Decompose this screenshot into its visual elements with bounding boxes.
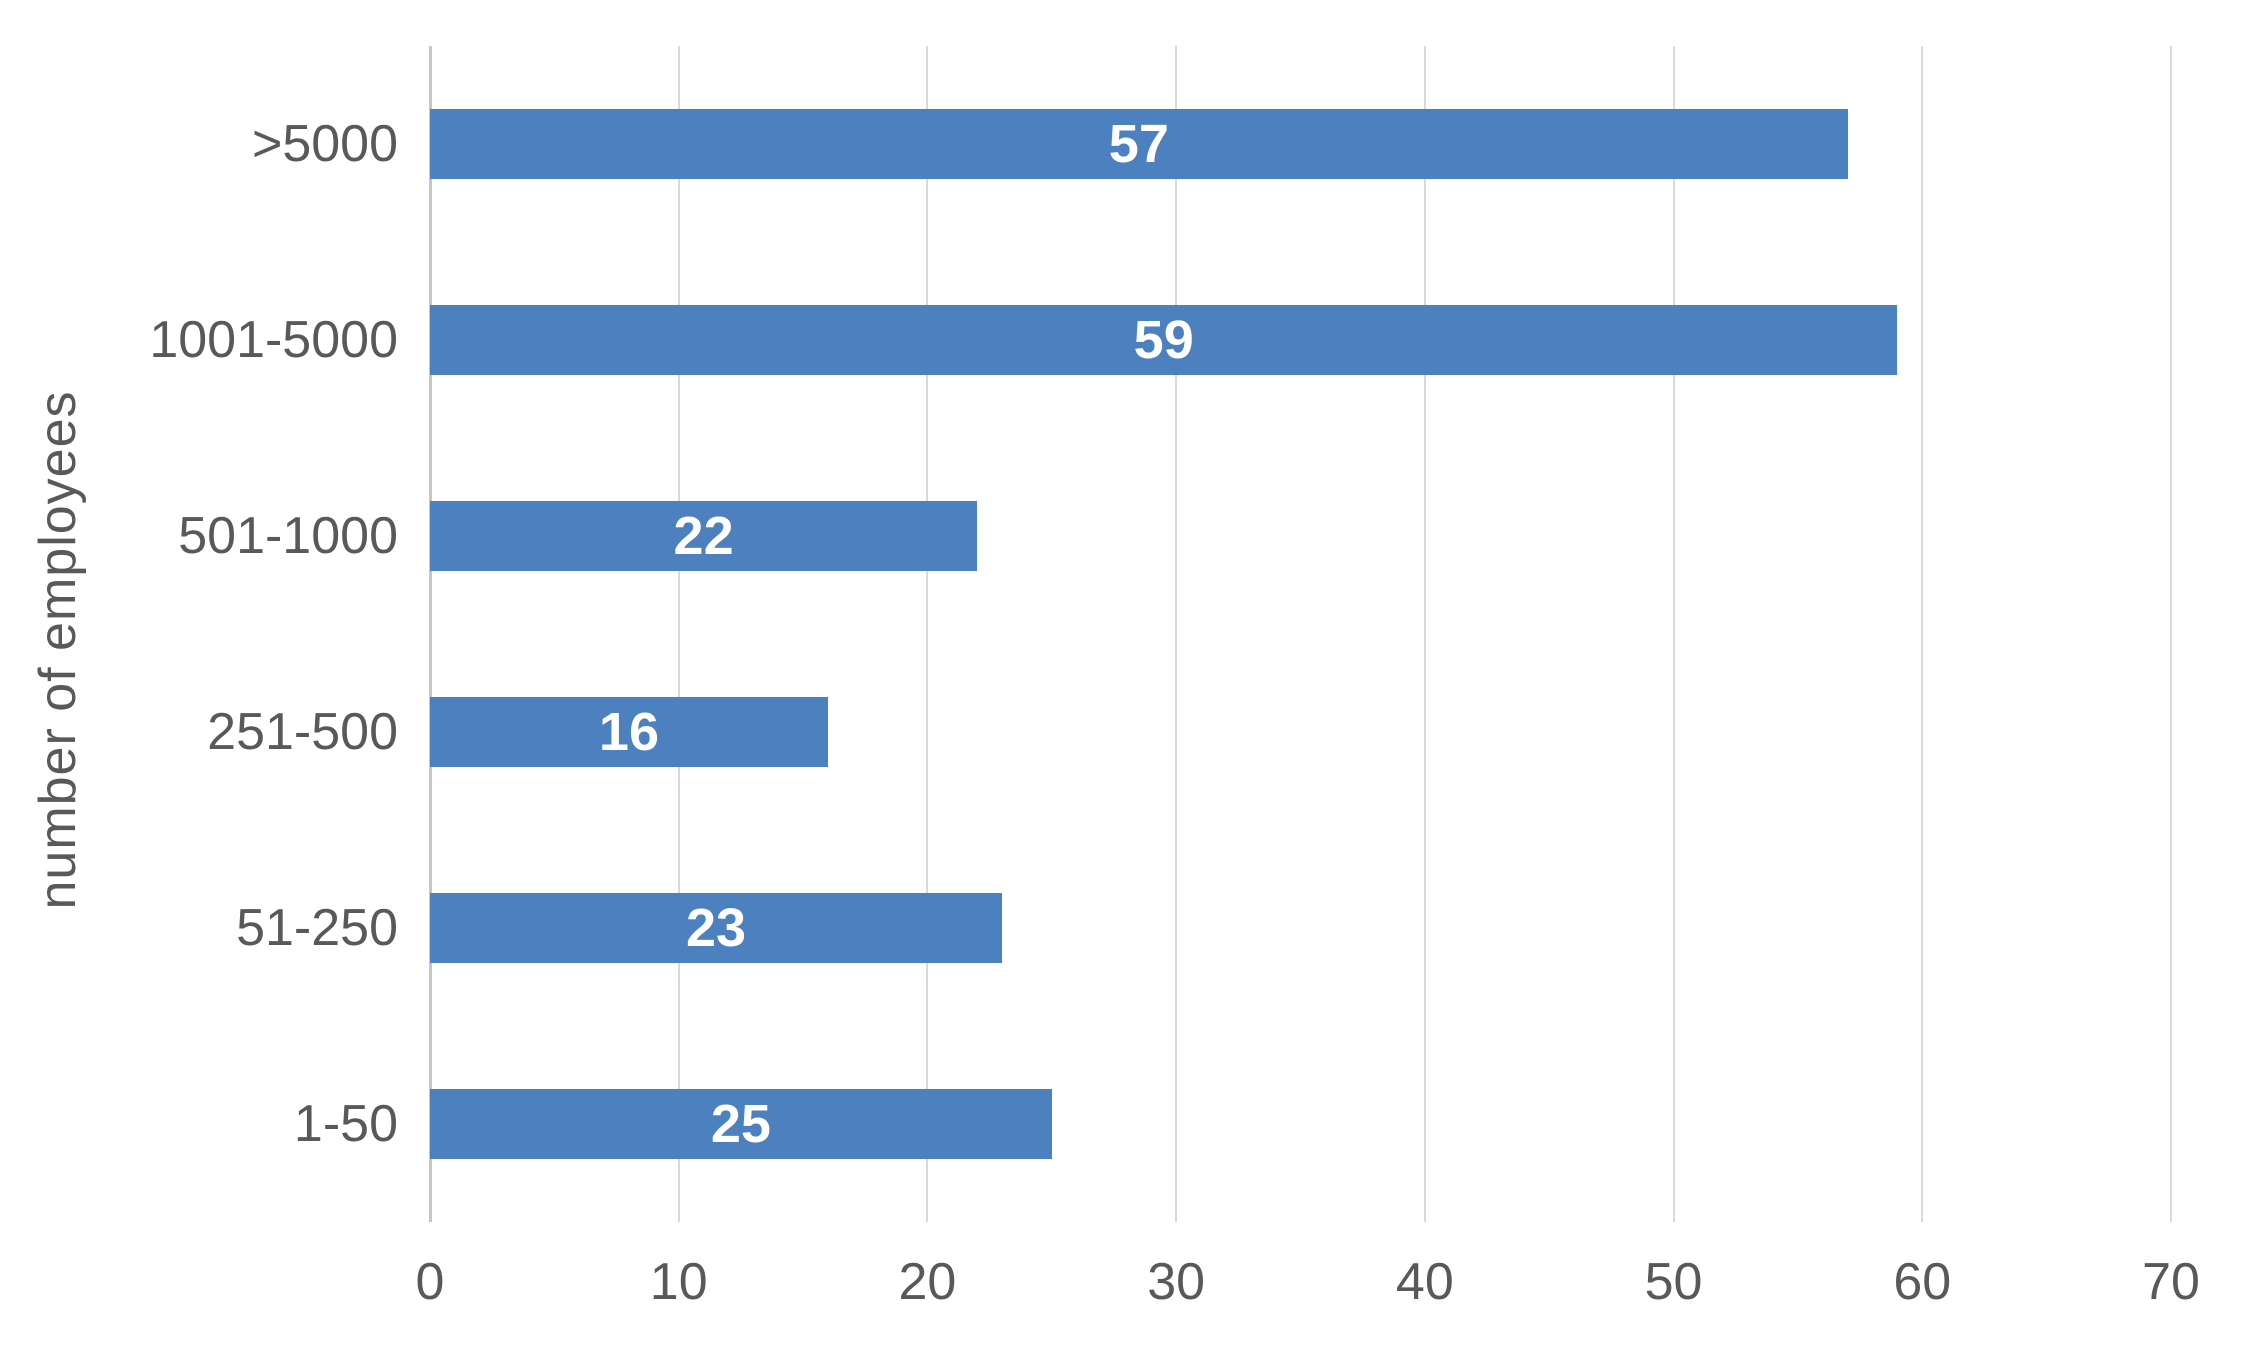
- category-label: 1-50: [293, 1095, 398, 1153]
- bar: 22: [430, 501, 978, 571]
- chart-band: 59: [430, 242, 2171, 438]
- category-label: >5000: [251, 115, 398, 173]
- gridline: [2170, 46, 2172, 1222]
- plot-area: 57 59 22 16 23 25: [429, 46, 2172, 1222]
- bar-value-label: 59: [1133, 310, 1194, 370]
- bar-value-label: 57: [1108, 114, 1169, 174]
- bar-value-label: 16: [598, 702, 659, 762]
- x-axis-tick-labels: 0 10 20 30 40 50 60 70: [416, 1252, 2200, 1332]
- bar: 59: [430, 305, 1898, 375]
- x-tick-label: 30: [1147, 1253, 1206, 1311]
- gridline: [677, 46, 680, 1222]
- bar-value-label: 25: [710, 1094, 771, 1154]
- bar-value-label: 23: [685, 898, 747, 958]
- category-axis-labels: >5000 1001-5000 501-1000 251-500 51-250 1-50: [0, 46, 398, 1222]
- gridline: [1175, 46, 1178, 1222]
- bar: 16: [430, 697, 828, 767]
- category-label: 501-1000: [178, 507, 398, 565]
- chart-band: 16: [430, 634, 2171, 830]
- gridline: [1921, 46, 1924, 1222]
- bar: 23: [430, 893, 1003, 963]
- bar: 25: [430, 1089, 1052, 1159]
- x-tick-label: 60: [1893, 1253, 1952, 1311]
- gridline: [926, 46, 929, 1222]
- category-label: 51-250: [236, 899, 398, 957]
- bar: 57: [430, 109, 1848, 179]
- x-tick-label: 20: [898, 1253, 957, 1311]
- chart-band: 57: [430, 46, 2171, 242]
- x-tick-label: 70: [2142, 1253, 2200, 1311]
- category-label: 251-500: [207, 703, 398, 761]
- x-tick-label: 40: [1395, 1253, 1454, 1311]
- category-label: 1001-5000: [149, 311, 398, 369]
- value-axis-line: [429, 46, 432, 1222]
- chart-band: 22: [430, 438, 2171, 634]
- x-tick-label: 10: [649, 1253, 708, 1311]
- x-tick-label: 50: [1644, 1253, 1703, 1311]
- bar-series: 57 59 22 16 23 25: [430, 46, 2171, 1222]
- gridline: [1423, 46, 1426, 1222]
- bar-value-label: 22: [673, 506, 734, 566]
- chart-band: 23: [430, 830, 2171, 1026]
- gridline: [1672, 46, 1675, 1222]
- x-tick-label: 0: [415, 1253, 445, 1311]
- chart-band: 25: [430, 1026, 2171, 1222]
